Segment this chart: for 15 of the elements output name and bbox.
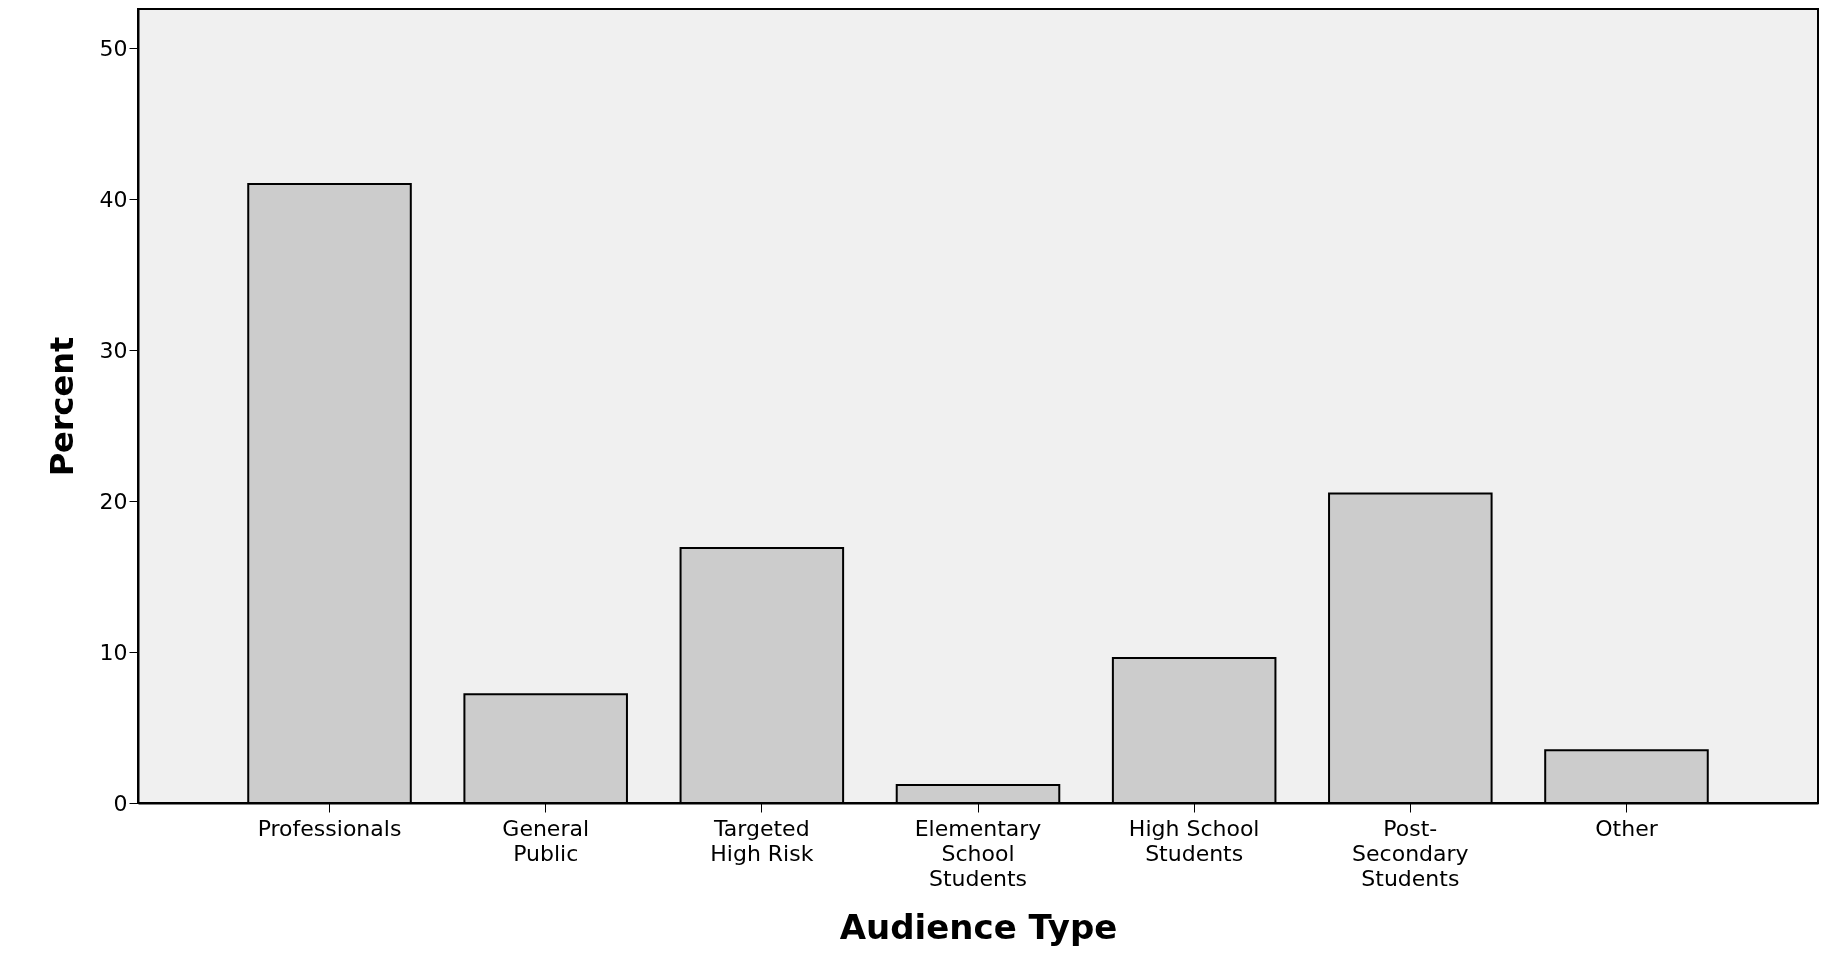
y-tick-label: 40	[99, 186, 128, 212]
y-axis-title: Percent	[42, 336, 81, 477]
x-tick-label: Professionals	[257, 815, 402, 841]
y-tick-label: 20	[99, 488, 128, 514]
x-tick-label: High School Students	[1128, 815, 1260, 866]
y-tick-label: 10	[99, 639, 128, 665]
y-tick-label: 30	[99, 337, 128, 363]
y-tick-label: 0	[113, 790, 128, 816]
x-tick-label: Other	[1595, 815, 1659, 841]
x-tick-label: Elementary School Students	[914, 815, 1042, 891]
x-tick-label: General Public	[502, 815, 590, 866]
y-tick-label: 50	[99, 35, 128, 61]
x-tick-label: Targeted High Risk	[710, 815, 814, 866]
x-tick-label: Post- Secondary Students	[1352, 815, 1469, 891]
x-axis-title: Audience Type	[839, 906, 1118, 947]
